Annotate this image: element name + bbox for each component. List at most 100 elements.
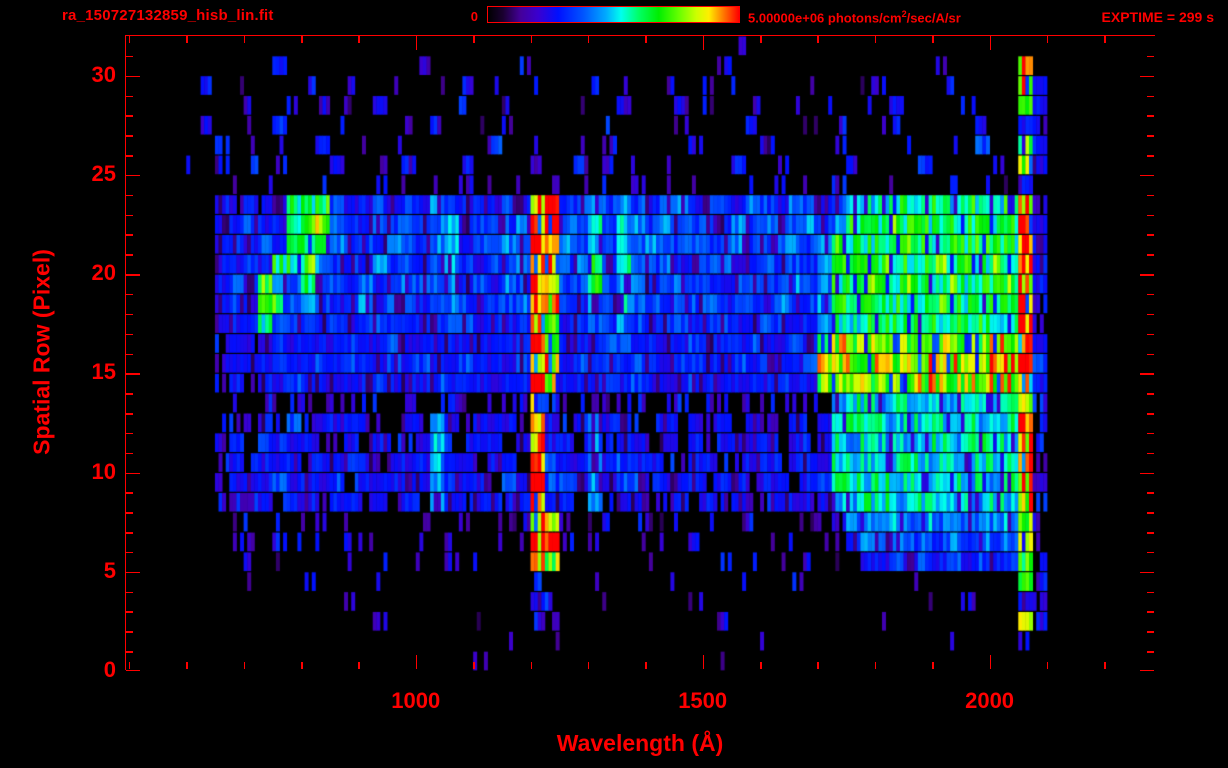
x-axis-tick [301, 662, 303, 669]
y-axis-tick-right [1147, 234, 1154, 236]
y-axis-tick-right [1147, 631, 1154, 633]
y-tick-label: 20 [91, 260, 116, 286]
colorbar-max-label-prefix: 5.00000e+06 photons/cm [748, 10, 902, 26]
x-axis-tick [128, 662, 131, 669]
y-tick-label: 0 [103, 657, 116, 682]
y-axis-tick-right [1147, 551, 1154, 554]
y-axis-tick-right [1147, 492, 1154, 494]
x-axis-tick [702, 655, 705, 669]
y-axis-tick-right [1147, 135, 1154, 137]
y-axis-tick [126, 313, 133, 316]
colorbar [487, 6, 740, 23]
y-axis-tick [126, 174, 140, 177]
y-axis-tick [126, 492, 133, 494]
colorbar-max-label: 5.00000e+06 photons/cm2/sec/A/sr [748, 9, 961, 25]
y-axis-tick [126, 155, 133, 157]
y-axis-tick [126, 135, 133, 137]
y-axis-tick [126, 254, 133, 256]
x-tick-label: 2000 [965, 688, 1015, 713]
y-axis-tick [126, 333, 133, 336]
y-axis-tick-right [1147, 313, 1154, 316]
y-axis-tick [126, 631, 133, 633]
y-axis-tick [126, 432, 133, 435]
colorbar-max-label-superscript: 2 [901, 9, 907, 19]
y-tick-label: 10 [91, 458, 116, 484]
y-axis-tick-right [1140, 472, 1154, 475]
y-axis-tick [126, 551, 133, 554]
y-axis-tick-right [1140, 669, 1154, 671]
y-axis-tick-right [1147, 532, 1154, 534]
y-tick-label: 5 [103, 557, 116, 583]
x-axis-tick [358, 662, 360, 669]
exptime-label: EXPTIME = 299 s [1101, 9, 1214, 25]
y-axis-tick-right [1140, 373, 1154, 375]
x-axis-tick-top [989, 36, 992, 50]
y-axis-tick [126, 353, 133, 355]
x-axis-tick [645, 662, 647, 669]
y-axis-tick-right [1147, 95, 1154, 98]
y-axis-tick [126, 393, 133, 395]
y-axis-tick [126, 611, 133, 613]
y-axis-tick [126, 452, 133, 455]
x-axis-tick [989, 655, 992, 669]
y-axis-tick [126, 214, 133, 217]
x-axis-tick [415, 655, 418, 669]
x-axis-tick-top [415, 36, 418, 50]
y-axis-tick [126, 413, 133, 415]
y-axis-tick-right [1147, 194, 1154, 197]
x-axis-tick-top [1046, 36, 1049, 43]
y-axis-tick [126, 293, 133, 296]
y-axis-tick [126, 115, 133, 117]
x-axis-tick [473, 662, 475, 669]
x-axis-tick-top [874, 36, 877, 43]
y-axis-tick-right [1147, 55, 1154, 58]
x-axis-tick [1046, 662, 1049, 669]
y-axis-tick-right [1140, 571, 1154, 574]
y-axis-tick-right [1147, 512, 1154, 514]
y-axis-tick [126, 373, 140, 375]
y-axis-tick-right [1147, 432, 1154, 435]
x-axis-tick [1104, 662, 1106, 669]
x-axis-label: Wavelength (Å) [556, 730, 724, 756]
y-axis-tick-right [1147, 413, 1154, 415]
y-axis-tick-right [1147, 591, 1154, 594]
y-axis-tick-right [1147, 452, 1154, 455]
y-axis-tick-right [1140, 274, 1154, 276]
x-axis-tick-top [128, 36, 131, 43]
x-axis-tick [817, 662, 819, 669]
y-tick-label: 30 [91, 61, 116, 87]
y-axis-tick [126, 274, 140, 276]
y-axis-tick [126, 194, 133, 197]
x-axis-tick-top [530, 36, 533, 43]
y-axis-tick-right [1147, 333, 1154, 336]
x-axis-tick [243, 662, 246, 669]
x-tick-label: 1000 [391, 688, 441, 713]
y-axis-tick [126, 651, 133, 653]
spectral-heatmap-canvas [126, 36, 1156, 671]
colorbar-min-label: 0 [470, 9, 478, 24]
x-axis-tick-top [473, 36, 475, 43]
y-tick-label: 15 [91, 359, 116, 385]
colorbar-max-label-suffix: /sec/A/sr [906, 10, 961, 26]
x-axis-tick-top [645, 36, 647, 43]
y-axis-tick-right [1147, 254, 1154, 256]
x-axis-tick [587, 662, 590, 669]
x-axis-tick [530, 662, 533, 669]
plot-frame: Wavelength (Å) 1000 1500 2000 0 5 10 15 20 25 30 [92, 35, 1156, 756]
y-axis-tick [126, 95, 133, 98]
x-axis-tick-top [932, 36, 934, 43]
x-tick-label: 1500 [678, 688, 728, 713]
x-axis-tick-top [817, 36, 819, 43]
y-axis-tick-right [1147, 393, 1154, 395]
x-axis-tick-top [702, 36, 705, 50]
y-axis-tick-right [1147, 651, 1154, 653]
x-axis-tick-top [301, 36, 303, 43]
y-axis-tick [126, 669, 140, 671]
x-axis-tick [874, 662, 877, 669]
y-axis-tick-right [1147, 611, 1154, 613]
y-axis-tick-right [1140, 75, 1154, 78]
y-axis-tick-right [1140, 174, 1154, 177]
y-axis-label: Spatial Row (Pixel) [28, 249, 55, 455]
y-axis-tick-right [1147, 293, 1154, 296]
